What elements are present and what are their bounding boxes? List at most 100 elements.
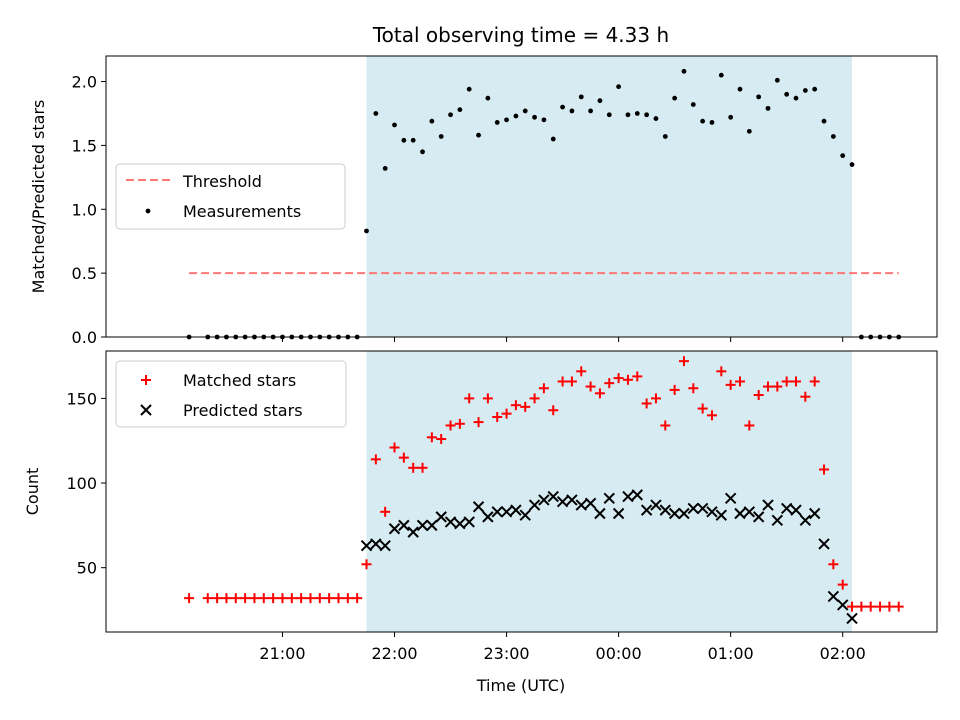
data-point: [606, 112, 612, 118]
data-point: [454, 517, 466, 530]
data-point: [522, 108, 528, 114]
data-point: [448, 112, 453, 118]
data-point: [202, 593, 213, 604]
data-point: [556, 495, 569, 508]
data-point: [625, 112, 631, 118]
axes-frame: [105, 55, 938, 338]
x-tick-label: 23:00: [484, 644, 530, 663]
data-point: [370, 454, 381, 465]
data-point: [370, 538, 382, 550]
data-point: [672, 95, 678, 101]
data-point: [718, 72, 724, 78]
data-point: [662, 134, 668, 139]
data-point: [464, 393, 475, 404]
data-point: [485, 95, 491, 101]
y-tick-label: 1.5: [72, 136, 97, 155]
data-point: [324, 593, 335, 604]
data-point: [550, 136, 556, 142]
y-tick-label: 2.0: [72, 73, 97, 92]
data-point: [594, 388, 605, 399]
y-tick-label: 50: [77, 559, 97, 578]
series-predicted-stars: [360, 489, 858, 625]
data-point: [756, 94, 762, 100]
data-point: [305, 593, 316, 604]
data-point: [737, 86, 743, 92]
data-point: [296, 593, 307, 604]
data-point: [388, 523, 401, 535]
data-point: [473, 417, 484, 428]
data-point: [706, 506, 718, 518]
data-point: [784, 91, 790, 97]
data-point: [407, 526, 419, 538]
data-point: [566, 376, 577, 387]
data-point: [249, 593, 260, 604]
data-point: [716, 366, 727, 377]
data-point: [650, 499, 662, 511]
data-point: [604, 378, 615, 389]
data-point: [893, 601, 904, 612]
data-point: [438, 134, 444, 139]
data-point: [342, 593, 353, 604]
data-point: [603, 492, 615, 504]
data-point: [612, 507, 625, 520]
data-point: [793, 95, 799, 101]
data-point: [398, 452, 409, 463]
data-point: [622, 490, 634, 503]
data-point: [669, 384, 680, 395]
data-point: [277, 593, 288, 604]
data-point: [392, 122, 397, 128]
legend-swatch: [141, 375, 151, 385]
data-point: [828, 559, 839, 570]
data-point: [734, 376, 745, 387]
data-point: [678, 356, 689, 367]
data-point: [836, 599, 849, 611]
data-point: [585, 381, 596, 392]
data-point: [613, 373, 624, 384]
data-point: [184, 593, 195, 604]
data-point: [765, 105, 771, 111]
data-point: [752, 511, 765, 523]
data-point: [519, 509, 531, 521]
data-point: [830, 134, 836, 139]
chart-title: Total observing time = 4.33 h: [372, 23, 669, 47]
data-point: [819, 464, 830, 475]
data-point: [230, 593, 241, 604]
legend-label: Predicted stars: [183, 401, 303, 420]
data-point: [380, 506, 391, 517]
data-point: [528, 499, 541, 511]
data-point: [753, 390, 764, 401]
data-point: [445, 420, 456, 431]
data-point: [538, 494, 550, 506]
observing-window-shade: [366, 351, 853, 632]
data-point: [382, 166, 388, 171]
data-point: [640, 504, 653, 516]
data-point: [812, 86, 818, 92]
data-point: [743, 506, 756, 518]
y-tick-label: 150: [66, 389, 97, 408]
data-point: [476, 132, 481, 138]
data-point: [501, 408, 512, 419]
data-point: [532, 114, 537, 120]
data-point: [389, 442, 400, 453]
data-point: [597, 98, 603, 104]
data-point: [744, 420, 755, 431]
legend-measurements-label: Measurements: [183, 202, 301, 221]
data-point: [548, 405, 559, 416]
data-point: [690, 102, 696, 107]
data-point: [361, 559, 372, 570]
data-point: [352, 593, 363, 604]
data-point: [588, 108, 593, 114]
data-point: [482, 393, 493, 404]
data-point: [360, 539, 373, 552]
data-point: [762, 381, 773, 392]
data-point: [644, 112, 650, 118]
data-point: [616, 84, 622, 90]
data-point: [379, 539, 391, 552]
data-point: [510, 400, 521, 411]
data-point: [569, 108, 575, 114]
data-point: [856, 601, 867, 612]
data-point: [401, 137, 407, 143]
data-point: [660, 420, 671, 431]
data-point: [575, 499, 587, 511]
data-point: [622, 374, 633, 385]
